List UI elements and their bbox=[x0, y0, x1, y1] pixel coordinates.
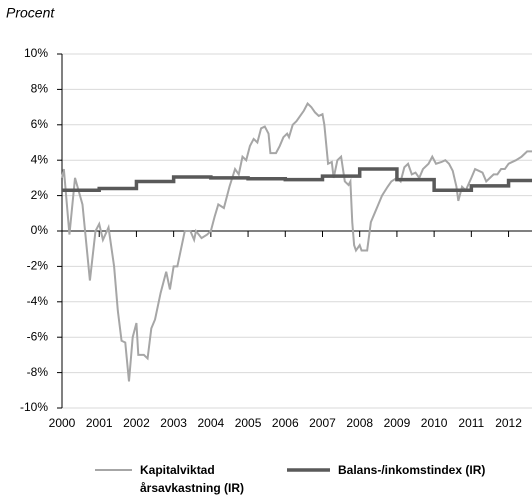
y-tick-label: -4% bbox=[27, 294, 49, 308]
series-line bbox=[61, 101, 532, 382]
y-tick-label: -8% bbox=[27, 365, 49, 379]
x-tick-label: 2003 bbox=[160, 416, 187, 430]
x-tick-label: 2010 bbox=[421, 416, 448, 430]
x-tick-label: 2005 bbox=[235, 416, 262, 430]
y-tick-label: 0% bbox=[31, 223, 49, 237]
y-tick-label: 4% bbox=[31, 152, 49, 166]
x-tick-label: 2007 bbox=[309, 416, 336, 430]
x-tick-label: 2011 bbox=[458, 416, 484, 430]
x-tick-label: 2002 bbox=[123, 416, 150, 430]
y-tick-label: -10% bbox=[20, 400, 48, 414]
y-tick-label: 6% bbox=[31, 117, 49, 131]
y-tick-label: -2% bbox=[27, 259, 49, 273]
x-tick-label: 2004 bbox=[198, 416, 225, 430]
x-tick-label: 2006 bbox=[272, 416, 299, 430]
x-tick-label: 2009 bbox=[384, 416, 411, 430]
x-tick-label: 2008 bbox=[346, 416, 373, 430]
y-axis-label: Procent bbox=[6, 5, 55, 21]
y-tick-label: -6% bbox=[27, 329, 49, 343]
series-line bbox=[62, 167, 532, 193]
x-tick-label: 2012 bbox=[495, 416, 522, 430]
x-tick-label: 2001 bbox=[86, 416, 113, 430]
legend-label: Balans-/inkomstindex (IR) bbox=[338, 463, 486, 477]
legend-label: Kapitalviktad årsavkastning (IR) bbox=[140, 463, 245, 495]
y-tick-label: 8% bbox=[31, 82, 49, 96]
y-tick-label: 2% bbox=[31, 188, 49, 202]
y-tick-label: 10% bbox=[24, 46, 48, 60]
x-tick-label: 2000 bbox=[49, 416, 76, 430]
